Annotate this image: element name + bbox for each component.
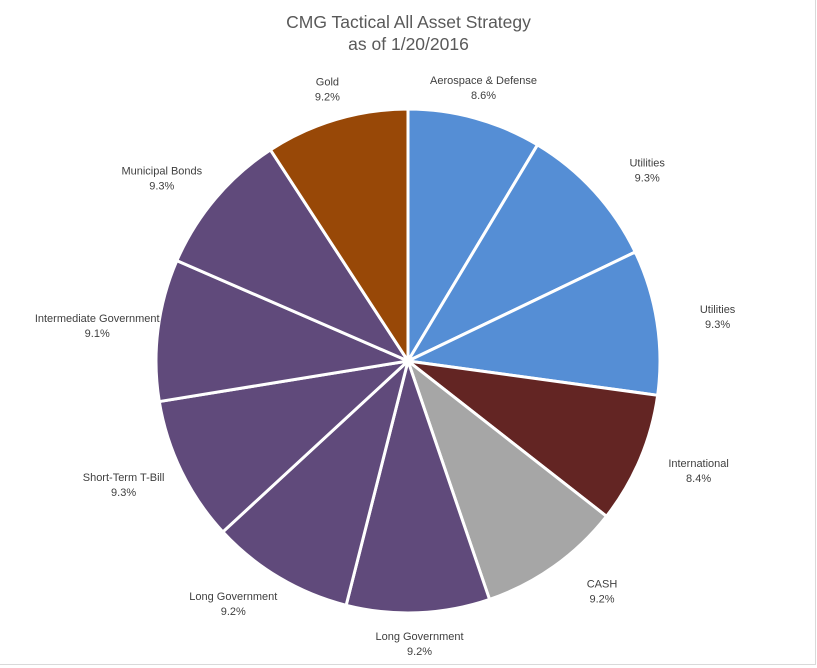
slice-value-4: 9.2%	[589, 594, 614, 606]
pie-slice-1	[406, 143, 637, 363]
slice-category-7: Short-Term T-Bill	[83, 472, 165, 484]
slice-label-6: Long Government 9.2%	[189, 591, 277, 618]
pie-slice-7	[157, 359, 410, 534]
slice-category-2: Utilities	[700, 304, 736, 316]
pie-slice-0	[406, 107, 540, 363]
slice-category-9: Municipal Bonds	[121, 165, 202, 177]
slice-value-6: 9.2%	[221, 606, 246, 618]
slice-value-10: 9.2%	[315, 92, 340, 104]
slice-label-5: Long Government 9.2%	[375, 631, 463, 658]
pie-slice-2	[406, 250, 662, 397]
slice-label-3: International 8.4%	[668, 458, 729, 485]
slice-label-8: Intermediate Government 9.1%	[35, 313, 160, 340]
slice-value-5: 9.2%	[407, 646, 432, 658]
slice-category-6: Long Government	[189, 591, 277, 603]
slice-label-7: Short-Term T-Bill 9.3%	[83, 472, 165, 499]
slice-category-0: Aerospace & Defense	[430, 75, 537, 87]
slice-value-2: 9.3%	[705, 319, 730, 331]
slice-label-2: Utilities 9.3%	[700, 304, 736, 331]
slice-category-8: Intermediate Government	[35, 313, 160, 325]
slice-category-3: International	[668, 458, 729, 470]
pie-slice-6	[221, 359, 410, 607]
slice-label-0: Aerospace & Defense 8.6%	[430, 75, 537, 102]
slice-value-0: 8.6%	[471, 90, 496, 102]
pie-slice-10	[268, 107, 410, 363]
slice-value-8: 9.1%	[85, 328, 110, 340]
chart-title: CMG Tactical All Asset Strategy	[286, 12, 531, 32]
slice-value-3: 8.4%	[686, 473, 711, 485]
slice-label-1: Utilities 9.3%	[629, 157, 665, 184]
slice-label-10: Gold 9.2%	[315, 77, 340, 104]
slice-value-1: 9.3%	[635, 172, 660, 184]
slice-category-5: Long Government	[375, 631, 463, 643]
slice-label-4: CASH 9.2%	[587, 579, 618, 606]
pie-slice-3	[406, 359, 660, 518]
chart-subtitle: as of 1/20/2016	[348, 34, 469, 54]
slice-category-1: Utilities	[629, 157, 665, 169]
slice-category-4: CASH	[587, 579, 618, 591]
pie-slice-5	[344, 359, 492, 615]
slice-label-9: Municipal Bonds 9.3%	[121, 165, 202, 192]
slice-value-9: 9.3%	[149, 180, 174, 192]
pie-slice-9	[175, 148, 410, 363]
pie-slice-8	[154, 259, 410, 404]
pie-slice-4	[406, 359, 608, 601]
slice-value-7: 9.3%	[111, 487, 136, 499]
slice-category-10: Gold	[316, 77, 339, 89]
